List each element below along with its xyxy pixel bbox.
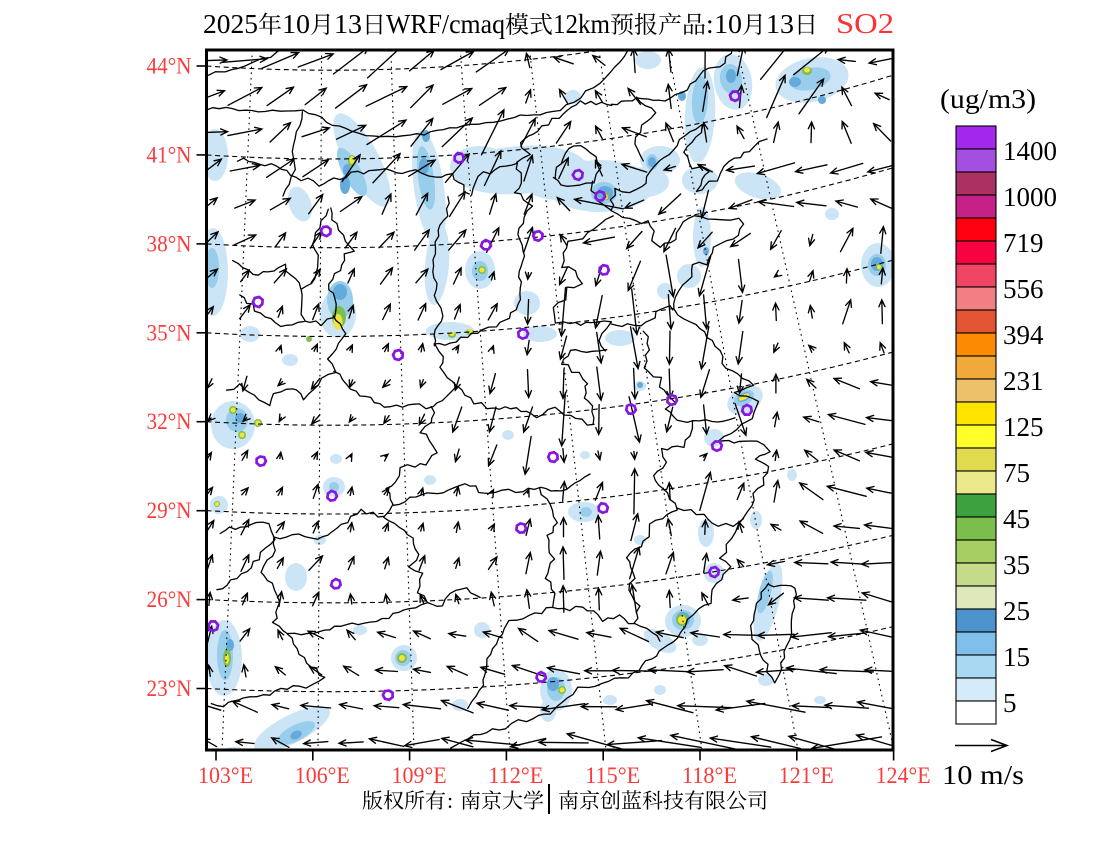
svg-text:719: 719: [1003, 228, 1044, 258]
svg-text:115°E: 115°E: [585, 763, 640, 788]
svg-text:10: 10: [282, 8, 310, 39]
svg-text:35°N: 35°N: [147, 320, 192, 345]
svg-text:WRF/cmaq: WRF/cmaq: [386, 8, 505, 39]
svg-text:112°E: 112°E: [488, 763, 543, 788]
svg-text:12km: 12km: [553, 8, 610, 39]
svg-text:125: 125: [1003, 412, 1044, 442]
svg-text:1400: 1400: [1003, 136, 1057, 166]
svg-text:106°E: 106°E: [295, 763, 350, 788]
svg-text:15: 15: [1003, 642, 1030, 672]
svg-text:10 m/s: 10 m/s: [942, 760, 1024, 790]
svg-text::: :: [706, 8, 714, 39]
svg-text:38°N: 38°N: [147, 231, 192, 256]
svg-text:103°E: 103°E: [198, 763, 253, 788]
svg-text:44°N: 44°N: [147, 54, 192, 79]
svg-text:121°E: 121°E: [779, 763, 834, 788]
svg-text:45: 45: [1003, 504, 1030, 534]
svg-text:(ug/m3): (ug/m3): [940, 84, 1036, 114]
svg-text:25: 25: [1003, 596, 1030, 626]
svg-text:13: 13: [766, 8, 794, 39]
svg-text:109°E: 109°E: [392, 763, 447, 788]
svg-text::: :: [447, 788, 453, 813]
svg-text:10: 10: [714, 8, 742, 39]
svg-text:SO2: SO2: [836, 9, 894, 40]
svg-text:26°N: 26°N: [147, 587, 192, 612]
svg-text:556: 556: [1003, 274, 1044, 304]
svg-text:2025: 2025: [203, 8, 258, 39]
svg-text:35: 35: [1003, 550, 1030, 580]
svg-text:13: 13: [334, 8, 362, 39]
svg-text:41°N: 41°N: [147, 142, 192, 167]
svg-text:394: 394: [1003, 320, 1044, 350]
svg-text:23°N: 23°N: [147, 676, 192, 701]
svg-text:29°N: 29°N: [147, 498, 192, 523]
svg-text:118°E: 118°E: [682, 763, 737, 788]
svg-text:124°E: 124°E: [876, 763, 931, 788]
svg-text:1000: 1000: [1003, 182, 1057, 212]
svg-text:75: 75: [1003, 458, 1030, 488]
svg-text:231: 231: [1003, 366, 1044, 396]
svg-text:32°N: 32°N: [147, 409, 192, 434]
svg-text:5: 5: [1003, 688, 1017, 718]
